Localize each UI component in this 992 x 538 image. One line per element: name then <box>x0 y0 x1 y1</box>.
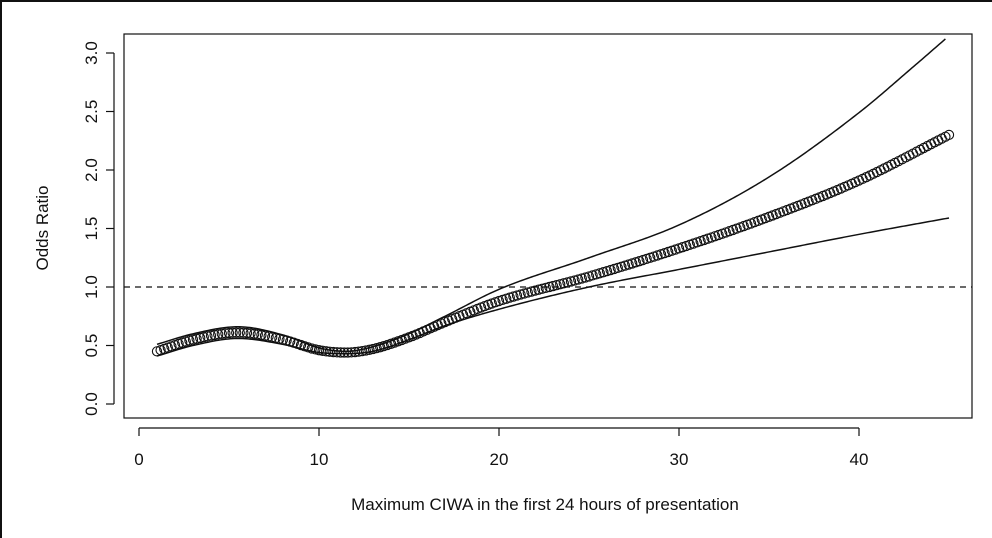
y-tick-label: 0.0 <box>82 392 101 416</box>
estimate-point <box>321 346 332 357</box>
y-axis: 0.0 0.5 1.0 1.5 2.0 2.5 3.0 <box>82 41 115 416</box>
estimate-point <box>364 344 375 355</box>
estimate-point <box>367 343 379 355</box>
estimate-point <box>317 345 328 356</box>
estimate-point <box>943 129 955 141</box>
estimate-point <box>540 282 551 294</box>
estimate-point <box>357 345 368 357</box>
estimate-point <box>241 327 253 339</box>
estimate-point <box>263 331 274 342</box>
estimate-point <box>216 328 227 339</box>
estimate-point <box>223 327 235 339</box>
x-tick-label: 10 <box>310 450 329 469</box>
estimate-point <box>335 347 346 358</box>
y-tick-label: 2.5 <box>82 100 101 124</box>
estimate-point <box>195 332 206 344</box>
estimate-point <box>339 347 350 358</box>
estimate-point <box>252 329 263 340</box>
y-axis-label: Odds Ratio <box>33 185 52 270</box>
x-tick-label: 0 <box>134 450 143 469</box>
estimate-point <box>547 280 559 292</box>
estimate-point <box>209 329 220 341</box>
estimate-point <box>249 328 260 340</box>
estimate-point <box>537 283 548 294</box>
estimate-point <box>544 281 555 293</box>
estimate-point <box>205 330 217 341</box>
estimate-point <box>256 329 267 341</box>
estimate-point <box>346 347 357 358</box>
estimate-point <box>220 328 231 339</box>
estimate-point <box>551 279 562 291</box>
estimate-point <box>227 327 238 338</box>
x-axis: 0 10 20 30 40 <box>134 427 869 469</box>
estimate-point <box>191 333 202 344</box>
estimate-point <box>331 347 343 358</box>
y-tick-label: 2.0 <box>82 158 101 182</box>
estimate-point <box>353 346 364 357</box>
estimate-point <box>202 331 213 342</box>
estimate-point <box>342 347 353 358</box>
estimate-point <box>238 327 249 338</box>
x-tick-label: 30 <box>670 450 689 469</box>
x-axis-label: Maximum CIWA in the first 24 hours of pr… <box>351 495 739 514</box>
x-tick-label: 40 <box>850 450 869 469</box>
y-tick-label: 1.0 <box>82 275 101 299</box>
estimate-point <box>360 345 371 356</box>
y-tick-label: 0.5 <box>82 334 101 358</box>
estimate-point <box>349 346 361 358</box>
estimate-point <box>310 344 321 355</box>
estimate-point <box>213 329 224 340</box>
y-tick-label: 1.5 <box>82 217 101 241</box>
plot-area-box <box>123 33 973 419</box>
estimate-point <box>274 333 285 344</box>
y-tick-label: 3.0 <box>82 41 101 65</box>
x-tick-label: 20 <box>490 450 509 469</box>
estimate-points-layer <box>151 129 955 358</box>
estimate-point <box>231 327 242 338</box>
estimate-point <box>277 334 289 345</box>
estimate-point <box>187 334 199 345</box>
estimate-point <box>259 330 271 341</box>
estimate-point <box>313 345 325 356</box>
estimate-point <box>234 327 245 338</box>
estimate-point <box>198 331 209 343</box>
estimate-point <box>270 332 281 344</box>
estimate-point <box>324 346 335 357</box>
estimate-point <box>267 332 278 343</box>
estimate-point <box>328 346 339 358</box>
estimate-point <box>245 328 256 339</box>
